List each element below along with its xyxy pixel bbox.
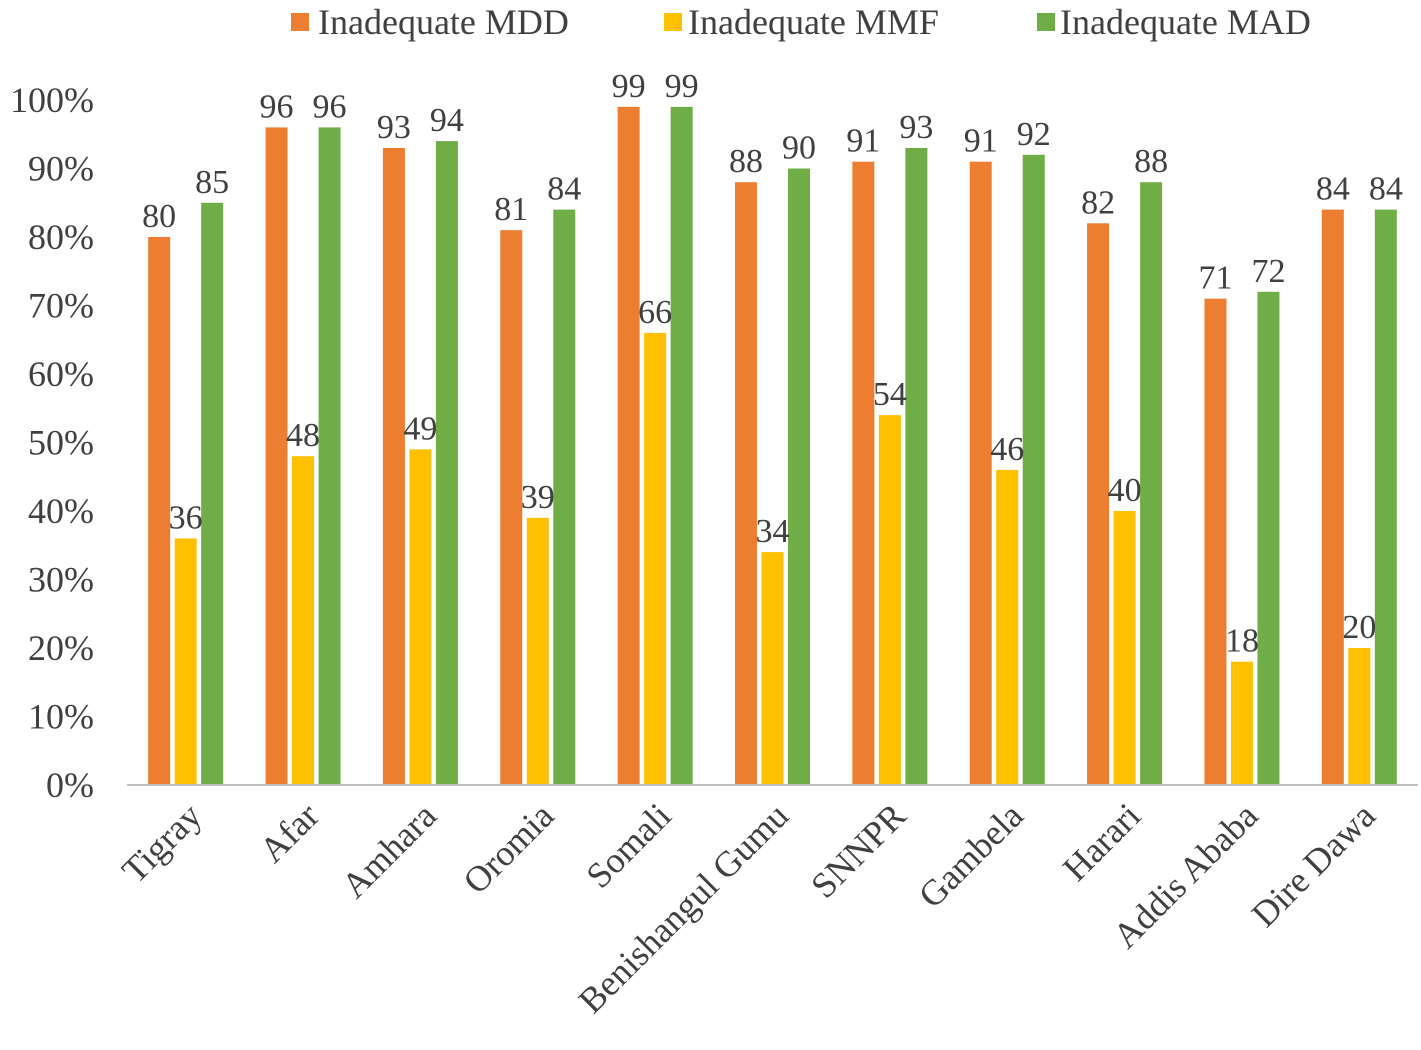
data-label: 88 xyxy=(1134,143,1168,180)
bar-inadequate-mdd-benishangul-gumu xyxy=(735,182,757,785)
data-label: 34 xyxy=(756,513,790,550)
bar-inadequate-mmf-amhara xyxy=(409,449,432,785)
bar-inadequate-mmf-somali xyxy=(644,332,667,785)
bar-inadequate-mdd-afar xyxy=(265,127,288,785)
legend-swatch-inadequate-mmf xyxy=(664,13,682,31)
bar-inadequate-mad-gambela xyxy=(1022,154,1045,786)
bar-inadequate-mmf-afar xyxy=(292,456,315,785)
data-label: 40 xyxy=(1108,472,1142,509)
bar-inadequate-mdd-amhara xyxy=(382,147,405,785)
bar-inadequate-mmf-snnpr xyxy=(878,415,901,785)
data-label: 39 xyxy=(521,479,555,516)
data-label: 84 xyxy=(547,171,581,208)
data-label: 88 xyxy=(729,143,763,180)
x-category-label: Tigray xyxy=(114,795,209,890)
bar-inadequate-mdd-tigray xyxy=(148,237,171,785)
data-label: 92 xyxy=(1017,116,1051,153)
bar-inadequate-mdd-gambela xyxy=(969,161,992,785)
bar-inadequate-mmf-dire-dawa xyxy=(1348,648,1371,785)
x-category-label: Afar xyxy=(252,795,327,870)
data-label: 49 xyxy=(403,410,437,447)
data-label: 94 xyxy=(430,102,464,139)
data-label: 82 xyxy=(1081,184,1115,221)
bar-inadequate-mdd-dire-dawa xyxy=(1321,209,1344,786)
data-label: 99 xyxy=(612,68,646,105)
bar-inadequate-mmf-harari xyxy=(1113,511,1136,785)
data-label: 48 xyxy=(286,417,320,454)
bar-inadequate-mmf-benishangul-gumu xyxy=(761,552,784,785)
legend: Inadequate MDD Inadequate MMF Inadequate M… xyxy=(291,2,1311,42)
legend-label: Inadequate MDD xyxy=(318,2,569,42)
legend-swatch-inadequate-mad xyxy=(1037,13,1055,31)
bar-inadequate-mmf-gambela xyxy=(996,469,1019,785)
x-axis: Tigray Afar Amhara Oromia SomaliBenishangul … xyxy=(114,795,1383,1021)
data-label: 84 xyxy=(1369,171,1403,208)
data-label: 36 xyxy=(169,499,203,536)
data-label: 96 xyxy=(313,88,347,125)
bar-inadequate-mad-dire-dawa xyxy=(1374,209,1397,786)
bar-inadequate-mmf-oromia xyxy=(526,517,549,785)
data-labels: 80 36 85 96 48 96 93 49 94 81 39 84 99 66 99 88 34 90 91 54… xyxy=(142,68,1403,660)
bar-inadequate-mad-snnpr xyxy=(905,147,928,785)
y-tick-label: 60% xyxy=(28,354,94,394)
y-tick-label: 30% xyxy=(28,560,94,600)
legend-swatch-inadequate-mdd xyxy=(291,13,309,31)
y-tick-label: 90% xyxy=(28,149,94,189)
data-label: 96 xyxy=(260,88,294,125)
data-label: 66 xyxy=(638,294,672,331)
bar-inadequate-mad-oromia xyxy=(553,209,576,786)
y-axis: 0% 10% 20% 30% 40% 50% 60% 70% 80% 90% 100% xyxy=(10,80,94,805)
bar-inadequate-mdd-oromia xyxy=(500,230,523,785)
data-label: 93 xyxy=(377,109,411,146)
y-tick-label: 70% xyxy=(28,286,94,326)
x-category-label: Benishangul Gumu xyxy=(571,795,797,1021)
bar-inadequate-mad-afar xyxy=(318,127,341,785)
x-category-label: Gambela xyxy=(911,795,1031,915)
data-label: 54 xyxy=(873,376,907,413)
y-tick-label: 50% xyxy=(28,423,94,463)
bar-inadequate-mad-harari xyxy=(1140,182,1163,785)
legend-label: Inadequate MMF xyxy=(688,2,939,42)
y-tick-label: 80% xyxy=(28,217,94,257)
data-label: 81 xyxy=(494,191,528,228)
data-label: 84 xyxy=(1316,171,1350,208)
y-tick-label: 100% xyxy=(10,80,94,120)
bar-inadequate-mdd-snnpr xyxy=(852,161,875,785)
data-label: 80 xyxy=(142,198,176,235)
x-category-label: Oromia xyxy=(455,795,561,901)
legend-label: Inadequate MAD xyxy=(1060,2,1311,42)
y-tick-label: 10% xyxy=(28,697,94,737)
data-label: 71 xyxy=(1198,260,1232,297)
bar-inadequate-mad-benishangul-gumu xyxy=(788,168,810,785)
x-category-label: Dire Dawa xyxy=(1244,795,1383,934)
y-tick-label: 0% xyxy=(46,765,94,805)
data-label: 20 xyxy=(1342,609,1376,646)
bar-inadequate-mad-tigray xyxy=(201,202,224,785)
bar-inadequate-mmf-tigray xyxy=(174,538,197,785)
bar-inadequate-mad-addis-ababa xyxy=(1257,291,1280,785)
data-label: 90 xyxy=(782,130,816,167)
bar-inadequate-mdd-somali xyxy=(617,106,640,786)
y-tick-label: 20% xyxy=(28,628,94,668)
data-label: 46 xyxy=(990,431,1024,468)
bars xyxy=(148,106,1397,786)
bar-inadequate-mdd-harari xyxy=(1087,223,1110,786)
bar-inadequate-mad-somali xyxy=(670,106,693,786)
bar-inadequate-mad-amhara xyxy=(435,141,458,786)
x-category-label: Amhara xyxy=(334,795,444,905)
bar-inadequate-mmf-addis-ababa xyxy=(1230,661,1253,785)
data-label: 72 xyxy=(1251,253,1285,290)
data-label: 91 xyxy=(846,123,880,160)
bar-inadequate-mdd-addis-ababa xyxy=(1204,298,1227,785)
data-label: 85 xyxy=(195,164,229,201)
x-category-label: Harari xyxy=(1055,795,1148,888)
data-label: 99 xyxy=(665,68,699,105)
data-label: 18 xyxy=(1225,623,1259,660)
x-category-label: Somali xyxy=(578,795,678,895)
y-tick-label: 40% xyxy=(28,491,94,531)
x-category-label: SNNPR xyxy=(803,795,913,905)
data-label: 93 xyxy=(899,109,933,146)
data-label: 91 xyxy=(964,123,998,160)
